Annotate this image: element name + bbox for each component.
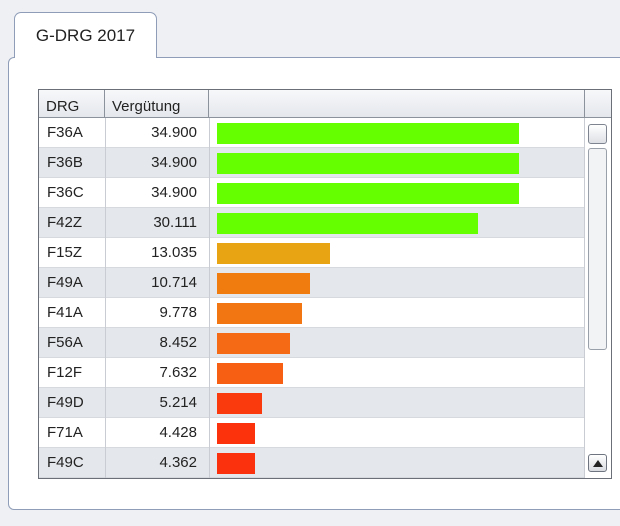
value-bar (217, 153, 519, 174)
table-row[interactable]: F36A 34.900 (39, 118, 585, 148)
value-bar (217, 363, 283, 384)
drg-code: F36C (47, 184, 84, 201)
drg-code: F49A (47, 274, 83, 291)
verguetung-value: 8.452 (159, 334, 197, 351)
verguetung-value: 30.111 (153, 214, 197, 231)
tab-label: G-DRG 2017 (35, 25, 136, 45)
verguetung-value: 10.714 (151, 274, 197, 291)
value-bar (217, 243, 330, 264)
drg-code: F36B (47, 154, 83, 171)
drg-code: F15Z (47, 244, 83, 261)
drg-code: F49C (47, 454, 84, 471)
column-header-bar[interactable] (209, 90, 585, 117)
value-bar (217, 423, 255, 444)
scrollbar-thumb[interactable] (588, 124, 607, 144)
table-row[interactable]: F36C 34.900 (39, 178, 585, 208)
value-bar (217, 213, 478, 234)
verguetung-value: 5.214 (159, 394, 197, 411)
table-row[interactable]: F15Z 13.035 (39, 238, 585, 268)
table-row[interactable]: F36B 34.900 (39, 148, 585, 178)
column-divider (209, 118, 210, 478)
tab-g-drg-2017[interactable]: G-DRG 2017 (14, 12, 157, 58)
chevron-up-icon (592, 459, 603, 467)
value-bar (217, 333, 290, 354)
column-header-drg[interactable]: DRG (39, 90, 105, 117)
drg-code: F56A (47, 334, 83, 351)
verguetung-value: 34.900 (151, 184, 197, 201)
table-row[interactable]: F42Z 30.111 (39, 208, 585, 238)
value-bar (217, 303, 302, 324)
verguetung-value: 9.778 (159, 304, 197, 321)
table-row[interactable]: F49A 10.714 (39, 268, 585, 298)
drg-code: F41A (47, 304, 83, 321)
drg-code: F36A (47, 124, 83, 141)
scrollbar-track[interactable] (588, 148, 607, 350)
drg-code: F42Z (47, 214, 83, 231)
value-bar (217, 123, 519, 144)
column-divider (105, 118, 106, 478)
drg-code: F49D (47, 394, 84, 411)
drg-table: DRG Vergütung F36A 34.900 F36B 34.900 F36C 34… (38, 89, 612, 479)
table-header: DRG Vergütung (39, 90, 611, 118)
drg-code: F12F (47, 364, 83, 381)
verguetung-value: 7.632 (159, 364, 197, 381)
verguetung-value: 4.362 (159, 454, 197, 471)
table-row[interactable]: F12F 7.632 (39, 358, 585, 388)
table-row[interactable]: F41A 9.778 (39, 298, 585, 328)
vertical-scrollbar[interactable] (584, 118, 611, 478)
value-bar (217, 393, 262, 414)
drg-code: F71A (47, 424, 83, 441)
verguetung-value: 4.428 (159, 424, 197, 441)
verguetung-value: 34.900 (151, 124, 197, 141)
value-bar (217, 453, 255, 474)
table-row[interactable]: F49D 5.214 (39, 388, 585, 418)
verguetung-value: 34.900 (151, 154, 197, 171)
value-bar (217, 183, 519, 204)
value-bar (217, 273, 310, 294)
table-row[interactable]: F56A 8.452 (39, 328, 585, 358)
scroll-up-button[interactable] (588, 454, 607, 472)
table-row[interactable]: F71A 4.428 (39, 418, 585, 448)
table-row[interactable]: F49C 4.362 (39, 448, 585, 478)
column-header-verguetung[interactable]: Vergütung (105, 90, 209, 117)
verguetung-value: 13.035 (151, 244, 197, 261)
